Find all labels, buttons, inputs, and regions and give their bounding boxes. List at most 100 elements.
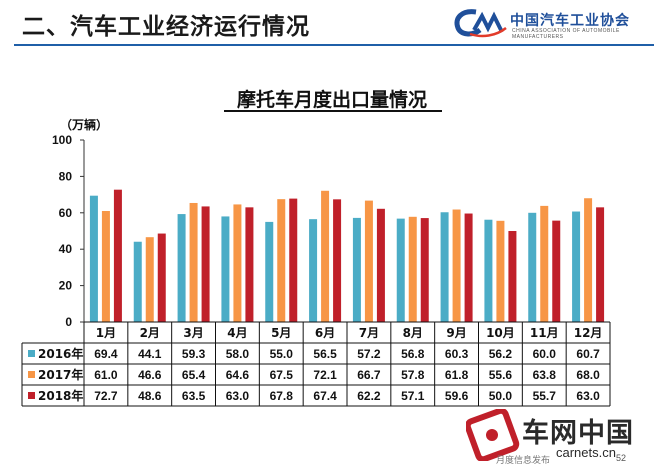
data-label: 55.7 <box>533 389 557 403</box>
watermark-text: 车网中国 <box>522 418 634 449</box>
bar-2018年-3月 <box>201 206 210 322</box>
data-label: 61.8 <box>445 368 469 382</box>
bar-2017年-5月 <box>277 199 286 322</box>
page-number: 52 <box>616 453 627 463</box>
bar-2018年-6月 <box>333 199 342 322</box>
bar-2016年-9月 <box>440 212 449 322</box>
data-label: 66.7 <box>357 368 381 382</box>
bar-2018年-4月 <box>245 207 254 322</box>
header: 二、汽车工业经济运行情况 中国汽车工业协会 CHINA ASSOCIATION … <box>0 0 664 46</box>
data-label: 69.4 <box>94 347 118 361</box>
bar-2018年-1月 <box>113 189 122 322</box>
bar-2016年-1月 <box>89 195 98 322</box>
bar-2016年-12月 <box>572 211 581 322</box>
data-label: 68.0 <box>576 368 600 382</box>
bar-series-group <box>89 189 605 322</box>
watermark-logo-icon <box>466 409 520 461</box>
legend-swatch-2017年 <box>28 371 35 378</box>
y-axis-unit-label: （万辆） <box>60 118 109 132</box>
bar-2018年-7月 <box>376 208 385 322</box>
x-category-label: 11月 <box>530 326 559 340</box>
y-axis-tick-labels: 0 20 40 60 80 100 <box>52 133 72 329</box>
bar-2016年-8月 <box>396 218 405 322</box>
bar-2018年-11月 <box>552 220 561 322</box>
x-category-label: 2月 <box>140 326 160 340</box>
bar-2016年-3月 <box>177 214 186 322</box>
caam-logo-icon <box>454 9 507 38</box>
data-label: 56.5 <box>313 347 337 361</box>
data-label: 60.3 <box>445 347 469 361</box>
bar-2017年-6月 <box>321 190 330 322</box>
chart-axes <box>80 139 85 323</box>
data-label: 64.6 <box>226 368 250 382</box>
watermark: 车网中国 月度信息发布 carnets.cn 52 <box>466 409 662 469</box>
chart-title-underline <box>224 110 442 112</box>
data-label: 44.1 <box>138 347 162 361</box>
data-label: 46.6 <box>138 368 162 382</box>
data-label: 62.2 <box>357 389 381 403</box>
x-category-label: 6月 <box>315 326 335 340</box>
data-label: 56.2 <box>489 347 513 361</box>
bar-2018年-9月 <box>464 213 473 322</box>
data-label: 61.0 <box>94 368 118 382</box>
logo-text-en: CHINA ASSOCIATION OF AUTOMOBILE MANUFACT… <box>512 28 620 40</box>
x-category-label: 12月 <box>574 326 603 340</box>
bar-2016年-4月 <box>221 216 230 322</box>
chart-title: 摩托车月度出口量情况 <box>236 89 427 111</box>
x-category-label: 9月 <box>446 326 466 340</box>
legend-label: 2018年 <box>38 388 83 403</box>
data-label: 59.3 <box>182 347 206 361</box>
caam-logo: 中国汽车工业协会 CHINA ASSOCIATION OF AUTOMOBILE… <box>452 6 662 40</box>
data-label: 60.7 <box>576 347 600 361</box>
data-label: 60.0 <box>533 347 557 361</box>
data-label: 57.2 <box>357 347 381 361</box>
data-label: 72.1 <box>313 368 337 382</box>
x-category-label: 3月 <box>183 326 203 340</box>
y-tick-label: 80 <box>59 169 73 183</box>
logo-text-cn: 中国汽车工业协会 <box>510 13 630 29</box>
footer-text: 月度信息发布 <box>496 456 551 466</box>
legend-label: 2016年 <box>38 346 83 361</box>
x-category-label: 5月 <box>271 326 291 340</box>
bar-2018年-8月 <box>420 218 429 322</box>
data-label: 67.8 <box>270 389 294 403</box>
bar-2017年-9月 <box>452 209 461 322</box>
data-label: 65.4 <box>182 368 206 382</box>
data-label: 50.0 <box>489 389 513 403</box>
y-tick-label: 40 <box>59 242 73 256</box>
data-label: 57.8 <box>401 368 425 382</box>
bar-2017年-7月 <box>364 200 373 322</box>
data-label: 58.0 <box>226 347 250 361</box>
bar-2017年-10月 <box>496 220 505 322</box>
x-category-label: 1月 <box>96 326 116 340</box>
data-label: 63.8 <box>533 368 557 382</box>
bar-2016年-5月 <box>265 221 274 322</box>
data-label: 48.6 <box>138 389 162 403</box>
bar-2016年-11月 <box>528 212 537 322</box>
bar-2017年-8月 <box>408 216 417 322</box>
bar-2018年-2月 <box>157 233 166 322</box>
data-label: 67.4 <box>313 389 337 403</box>
bar-2016年-6月 <box>309 219 318 322</box>
legend-swatch-2016年 <box>28 350 35 357</box>
x-category-label: 7月 <box>359 326 379 340</box>
section-title: 二、汽车工业经济运行情况 <box>22 14 310 40</box>
y-tick-label: 0 <box>65 315 72 329</box>
data-label: 55.0 <box>270 347 294 361</box>
data-label: 55.6 <box>489 368 513 382</box>
x-category-label: 8月 <box>403 326 423 340</box>
bar-2018年-10月 <box>508 231 517 322</box>
y-tick-label: 100 <box>52 133 72 147</box>
data-label: 57.1 <box>401 389 425 403</box>
bar-2017年-12月 <box>584 198 593 322</box>
data-label: 67.5 <box>270 368 294 382</box>
data-label: 56.8 <box>401 347 425 361</box>
bar-2018年-12月 <box>596 207 605 322</box>
data-label: 63.0 <box>576 389 600 403</box>
bar-2016年-7月 <box>352 217 361 322</box>
bar-2017年-1月 <box>101 210 110 322</box>
header-rule <box>14 44 654 46</box>
bar-2017年-11月 <box>540 205 549 322</box>
x-category-label: 10月 <box>486 326 515 340</box>
